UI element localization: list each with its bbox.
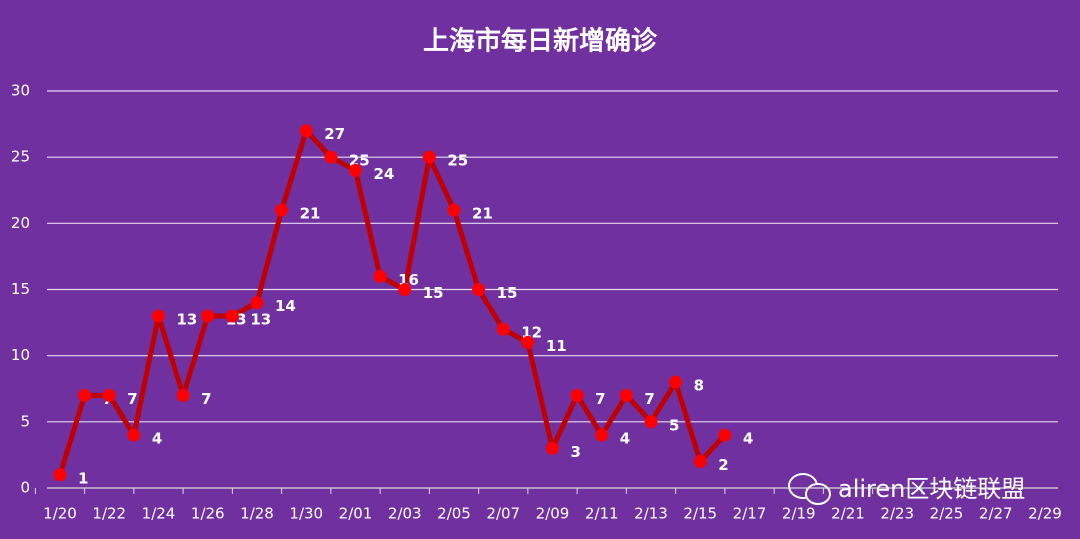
x-tick-label: 1/20: [43, 505, 77, 523]
x-tick-label: 2/21: [831, 505, 865, 523]
x-tick-label: 2/25: [930, 505, 964, 523]
data-point: [349, 163, 362, 177]
y-tick-label: 10: [11, 346, 30, 364]
data-label: 1: [78, 469, 88, 487]
data-label: 15: [497, 284, 518, 302]
data-point: [78, 388, 92, 402]
data-point: [570, 388, 584, 402]
data-point: [152, 309, 165, 323]
data-label: 7: [644, 390, 654, 408]
data-point: [176, 388, 190, 402]
watermark-icon: [788, 473, 831, 505]
data-label: 4: [152, 430, 162, 448]
data-label: 24: [374, 165, 395, 183]
data-point: [373, 269, 387, 283]
data-point: [472, 283, 486, 296]
watermark: aliren区块链联盟: [838, 475, 1025, 503]
y-tick-label: 5: [20, 412, 30, 430]
data-point: [644, 415, 658, 429]
x-tick-label: 2/07: [486, 505, 520, 523]
data-label: 7: [595, 390, 605, 408]
data-label: 8: [694, 377, 704, 395]
data-label: 21: [300, 205, 321, 223]
data-point: [521, 335, 535, 349]
data-point: [546, 441, 559, 455]
data-point: [324, 150, 338, 164]
data-label: 14: [275, 297, 296, 315]
data-label: 11: [546, 337, 567, 355]
data-point: [102, 388, 116, 402]
data-label: 5: [669, 416, 679, 434]
data-label: 13: [177, 310, 198, 328]
data-label: 7: [127, 390, 137, 408]
data-point: [718, 428, 732, 442]
data-point: [447, 203, 461, 217]
data-label: 15: [423, 284, 444, 302]
x-tick-label: 2/13: [634, 505, 668, 523]
chart-title: 上海市每日新增确诊: [423, 26, 658, 57]
x-tick-label: 2/11: [585, 505, 619, 523]
data-point: [53, 468, 67, 482]
x-tick-label: 2/09: [536, 505, 570, 523]
data-point: [496, 322, 510, 336]
x-tick-label: 2/27: [979, 505, 1013, 523]
data-point: [225, 309, 239, 323]
data-point: [595, 428, 609, 442]
series-line: [57, 128, 727, 476]
data-point: [669, 375, 683, 389]
x-tick-label: 1/22: [92, 505, 126, 523]
data-label: 21: [472, 205, 493, 223]
x-tick-label: 2/15: [683, 505, 717, 523]
y-tick-label: 25: [11, 148, 30, 166]
data-label: 3: [571, 443, 581, 461]
data-point: [619, 388, 633, 402]
data-label: 7: [201, 390, 211, 408]
x-tick-label: 2/17: [733, 505, 767, 523]
y-tick-label: 30: [11, 82, 30, 100]
x-tick-label: 2/01: [339, 505, 373, 523]
data-point: [250, 296, 264, 310]
data-point: [422, 150, 436, 164]
data-point: [275, 203, 289, 217]
data-label: 4: [743, 430, 753, 448]
data-label: 25: [447, 152, 468, 170]
x-tick-label: 2/19: [782, 505, 816, 523]
data-label: 13: [250, 310, 271, 328]
data-point: [693, 455, 707, 469]
data-label: 2: [718, 456, 728, 474]
data-point: [299, 124, 313, 138]
y-tick-label: 15: [11, 280, 30, 298]
data-point: [398, 283, 412, 296]
data-label: 27: [324, 125, 345, 143]
data-point: [201, 309, 215, 323]
x-tick-label: 2/05: [437, 505, 471, 523]
x-tick-label: 1/30: [289, 505, 323, 523]
y-tick-label: 0: [20, 479, 30, 497]
y-tick-label: 20: [11, 214, 30, 232]
x-tick-label: 2/23: [880, 505, 914, 523]
x-tick-label: 1/26: [191, 505, 225, 523]
x-tick-label: 1/24: [142, 505, 176, 523]
x-tick-label: 2/29: [1028, 505, 1062, 523]
data-point: [127, 428, 141, 442]
x-tick-label: 1/28: [240, 505, 274, 523]
x-tick-label: 2/03: [388, 505, 422, 523]
data-label: 4: [620, 430, 630, 448]
